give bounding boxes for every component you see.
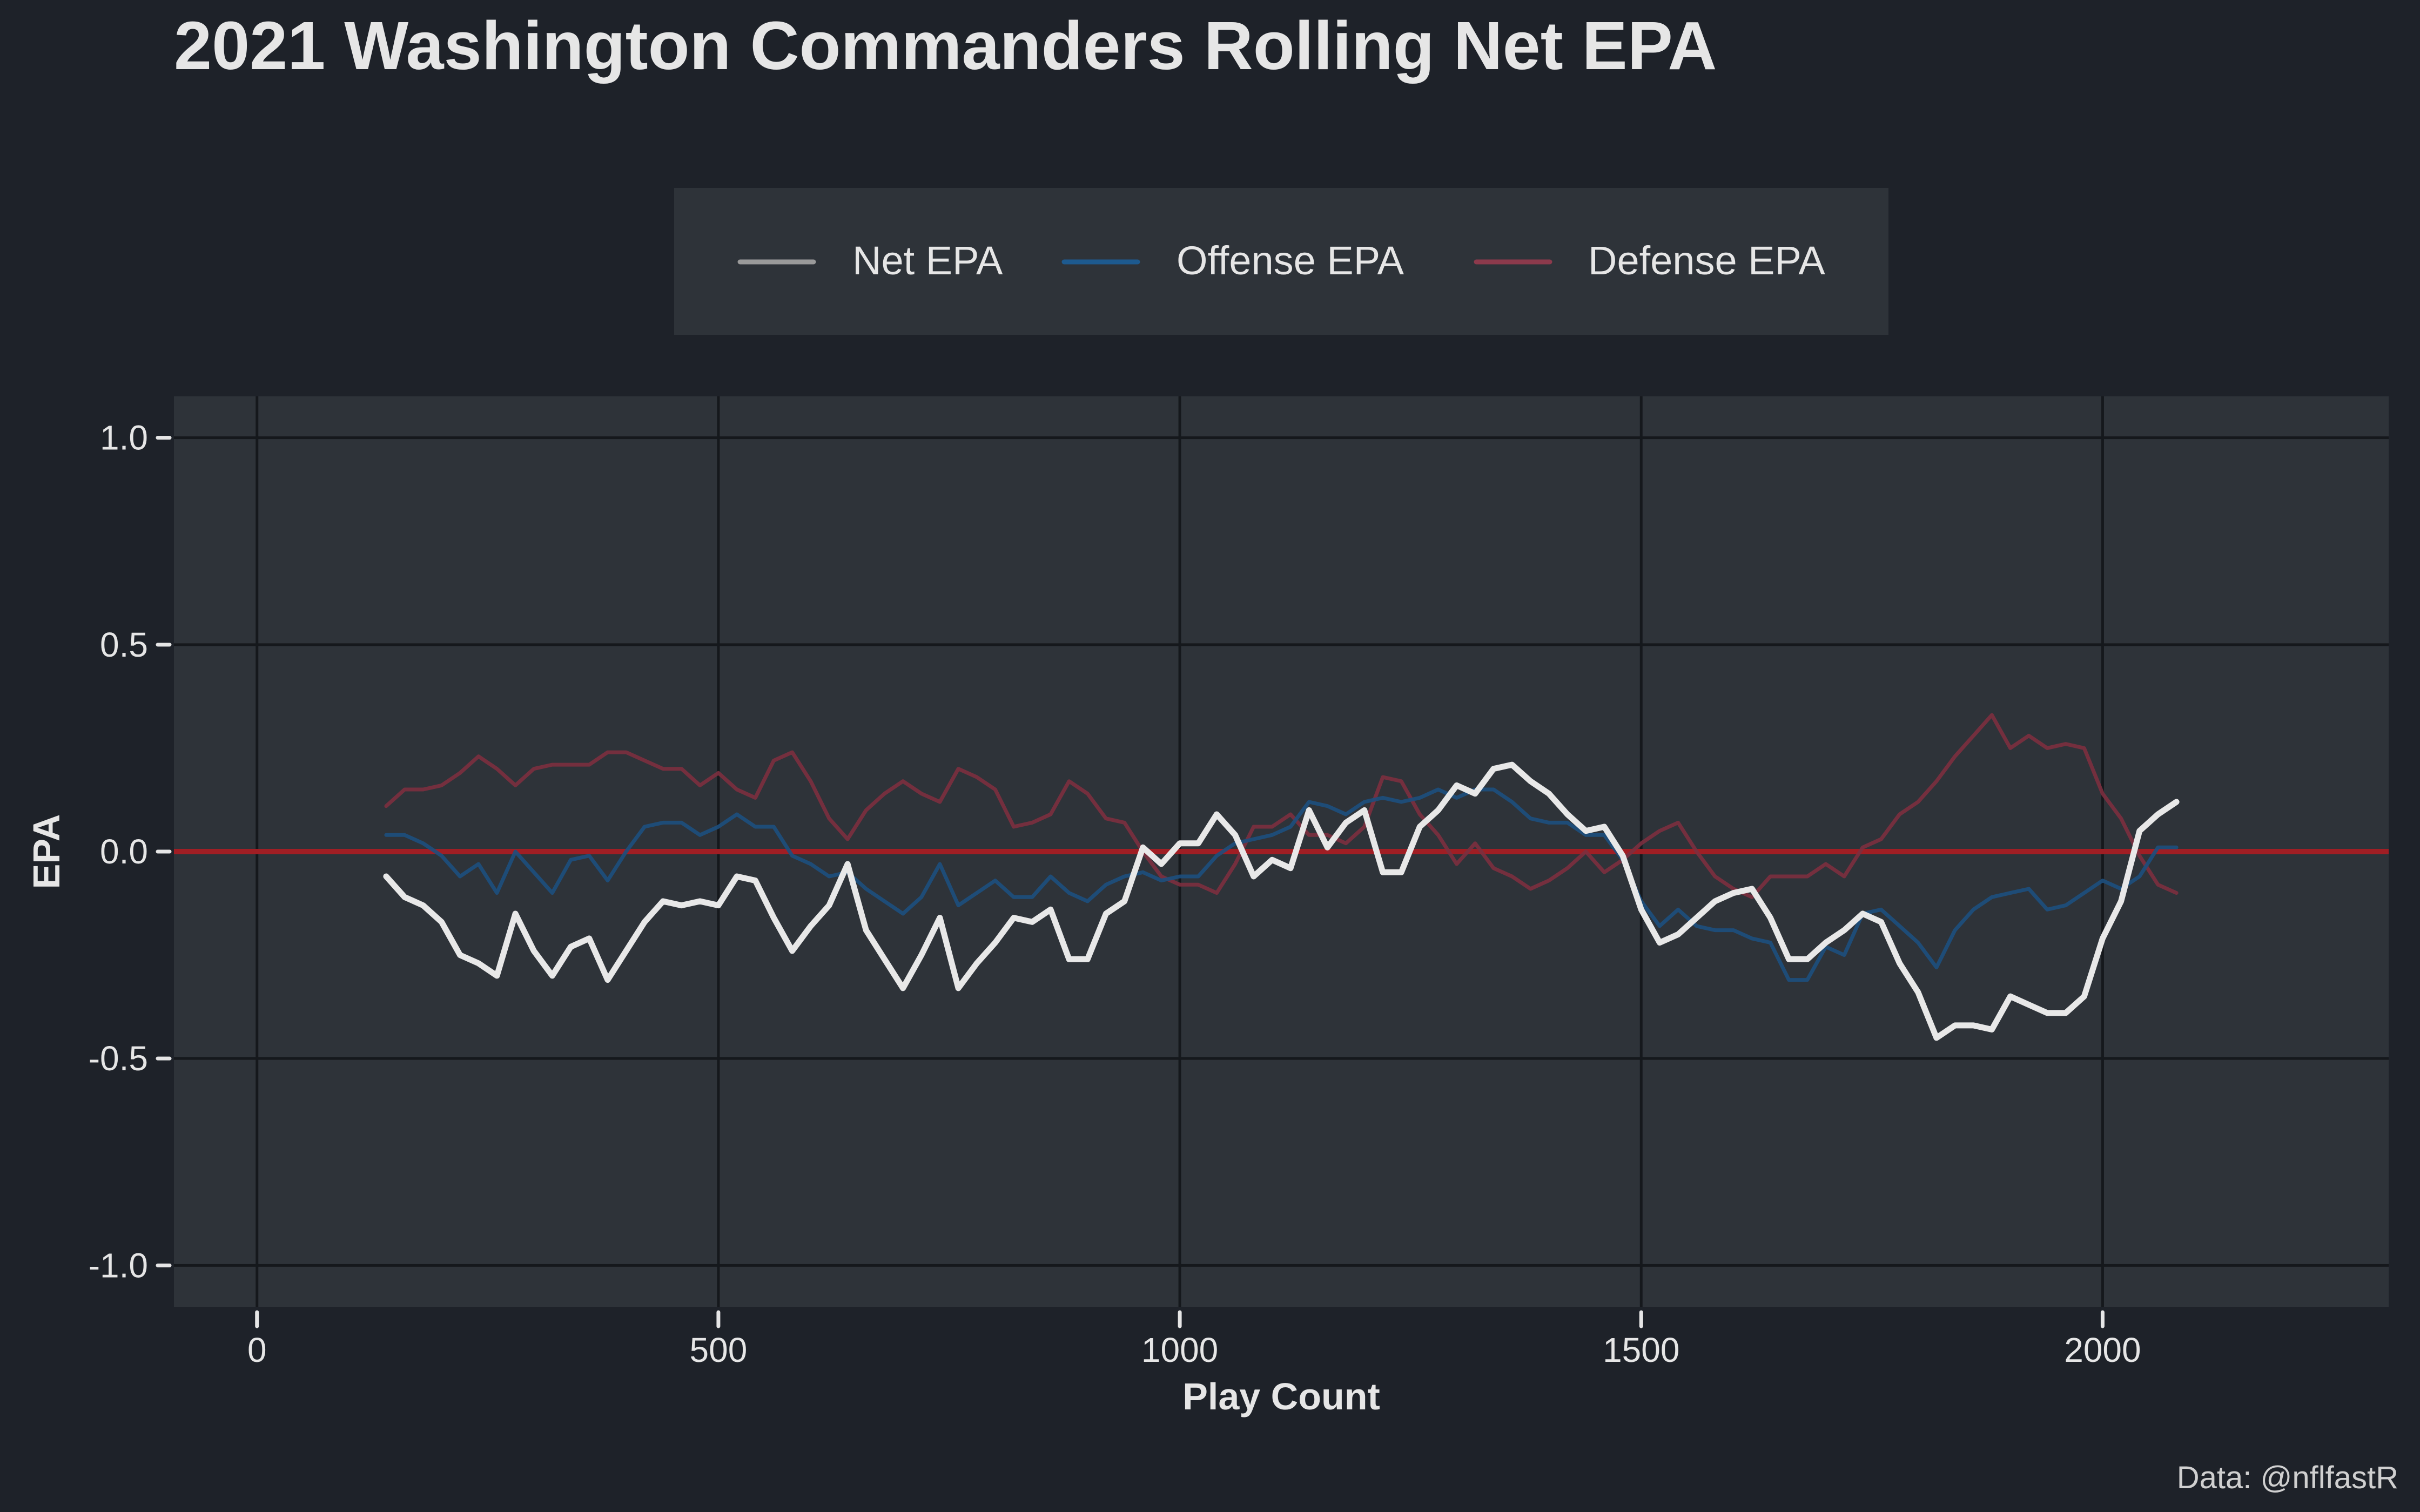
series-lines <box>383 713 2180 1041</box>
axes: 0 500 1000 1500 2000 1.0 0.5 0.0 -0.5 -1.0 <box>89 418 2141 1369</box>
x-tick-label: 500 <box>690 1331 748 1369</box>
x-tick-label: 1000 <box>1141 1331 1218 1369</box>
y-tick-label: -1.0 <box>89 1246 148 1285</box>
offense-epa-line <box>384 787 2179 982</box>
legend-box <box>674 188 1888 335</box>
legend: Net EPA Offense EPA Defense EPA <box>674 188 1888 335</box>
chart-title: 2021 Washington Commanders Rolling Net E… <box>174 8 1717 84</box>
x-axis-label: Play Count <box>1182 1375 1380 1418</box>
x-tick-label: 2000 <box>2064 1331 2141 1369</box>
y-tick-label: 1.0 <box>100 418 148 457</box>
y-tick-label: -0.5 <box>89 1039 148 1078</box>
x-tick-label: 1500 <box>1603 1331 1679 1369</box>
data-caption: Data: @nflfastR <box>2177 1460 2398 1495</box>
offense-epa-legend-label: Offense EPA <box>1177 238 1404 283</box>
legend-items: Net EPA Offense EPA Defense EPA <box>737 238 1825 283</box>
defense-epa-legend-label: Defense EPA <box>1588 238 1825 283</box>
net-epa-legend-label: Net EPA <box>852 238 1003 283</box>
net-epa-line <box>383 761 2180 1041</box>
y-tick-label: 0.0 <box>100 832 148 871</box>
defense-epa-line <box>384 713 2179 899</box>
y-axis-label: EPA <box>25 814 68 889</box>
y-tick-label: 0.5 <box>100 625 148 664</box>
x-tick-label: 0 <box>247 1331 267 1369</box>
